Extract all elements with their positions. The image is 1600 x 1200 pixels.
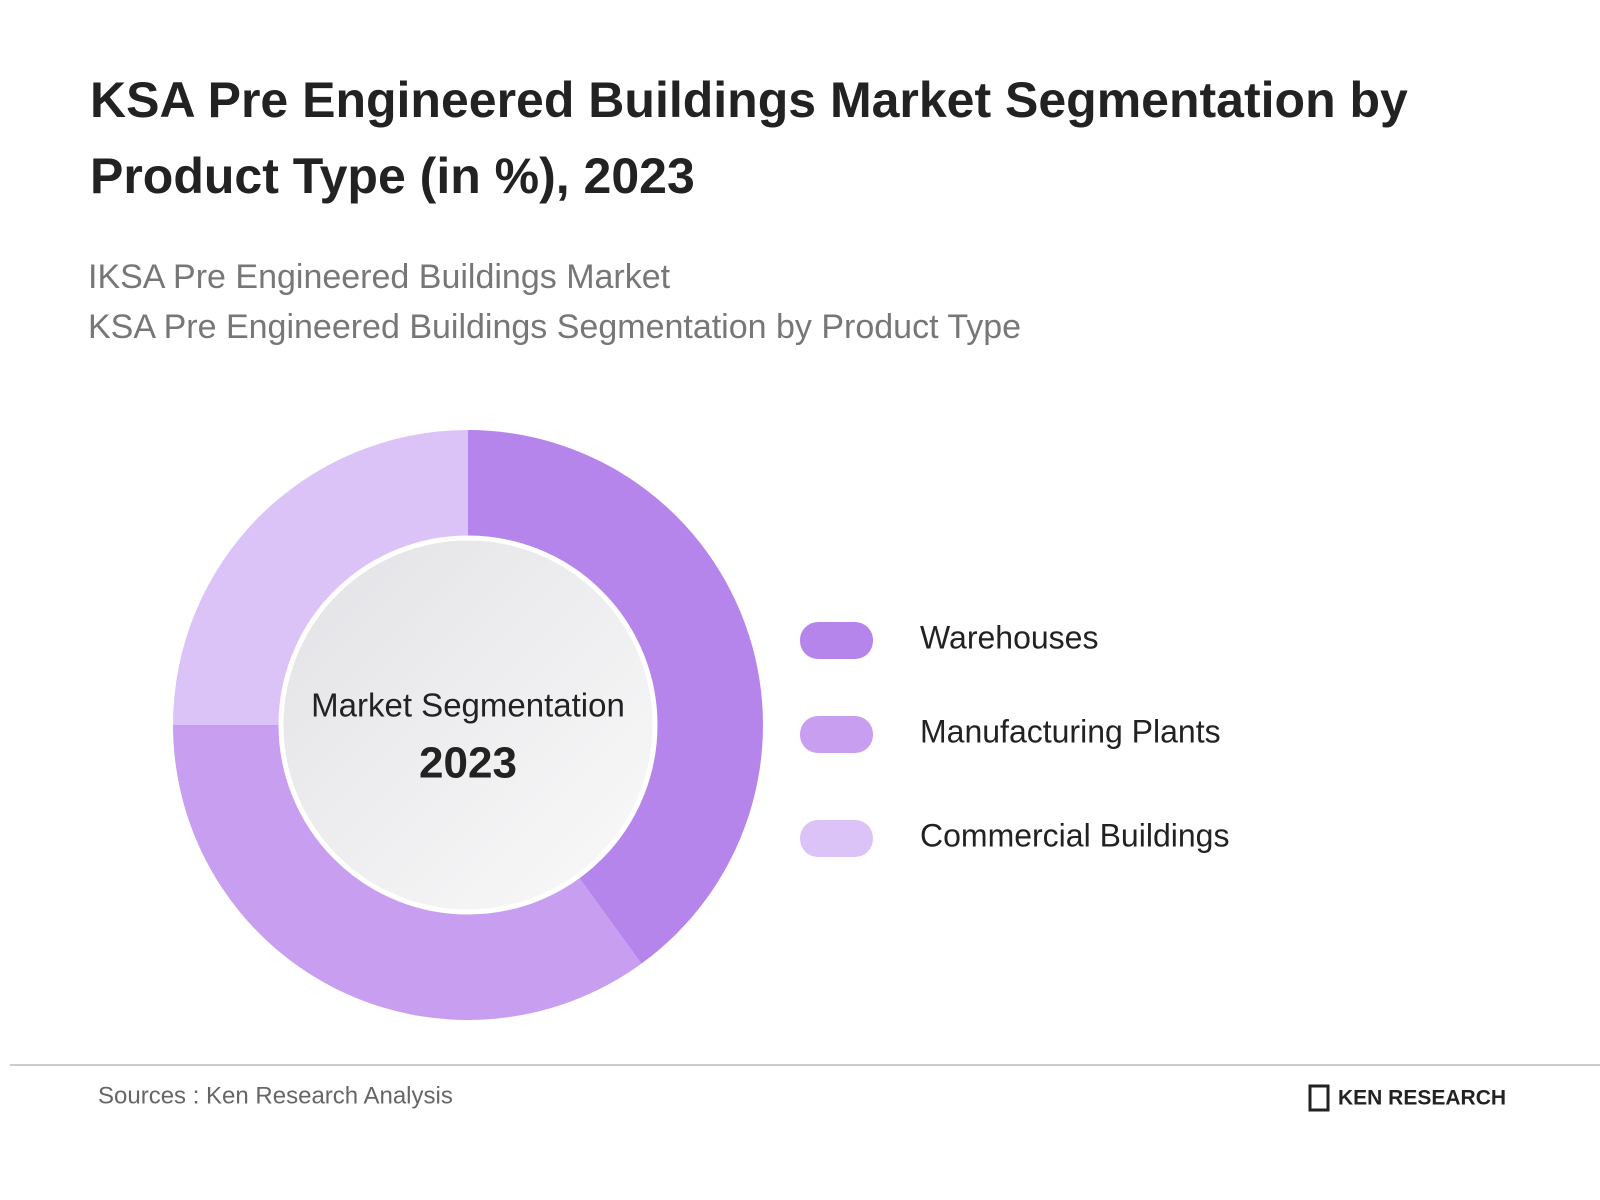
legend-swatch — [800, 622, 873, 659]
source: Sources : Ken Research Analysis — [98, 1082, 453, 1109]
donut-center — [278, 535, 658, 915]
logo-icon — [1308, 1084, 1330, 1112]
legend-label: Commercial Buildings — [920, 817, 1229, 853]
chart-title: KSA Pre Engineered Buildings Market Segm… — [90, 72, 1408, 204]
legend-swatch — [800, 820, 873, 857]
legend-label: Warehouses — [920, 619, 1098, 655]
legend-swatch — [800, 716, 873, 753]
legend-label: Manufacturing Plants — [920, 713, 1221, 749]
center-label: Market Segmentation — [311, 687, 625, 724]
center-year: 2023 — [419, 739, 517, 788]
subtitle: KSA Pre Engineered Buildings Segmentatio… — [88, 308, 1022, 346]
subtitle: IKSA Pre Engineered Buildings Market — [88, 258, 671, 296]
logo: KEN RESEARCH — [1338, 1087, 1506, 1110]
